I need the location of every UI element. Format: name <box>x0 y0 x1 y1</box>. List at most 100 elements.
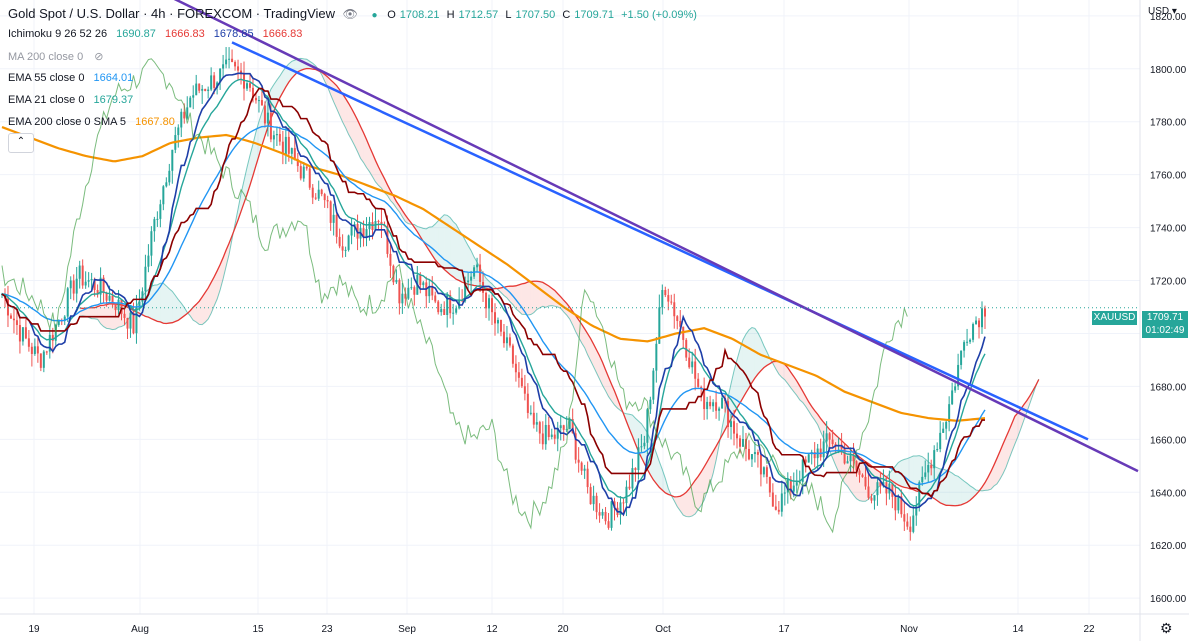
trendlines <box>173 0 1139 473</box>
candle-body <box>63 316 66 321</box>
cloud-segment <box>698 471 702 510</box>
candle-body <box>189 97 192 108</box>
symbol-title[interactable]: Gold Spot / U.S. Dollar · 4h · FOREXCOM … <box>8 6 336 21</box>
legend-ma200[interactable]: MA 200 close 0 ⊘ <box>8 51 104 63</box>
candle-body <box>332 214 335 223</box>
price-axis-labels: 1820.00 1800.00 1780.00 1760.00 1740.00 1720.… <box>1150 12 1187 605</box>
candle-body <box>936 449 939 451</box>
candle-body <box>496 319 499 324</box>
legend-ema21[interactable]: EMA 21 close 0 1679.37 <box>8 94 134 106</box>
cloud-segment <box>178 299 182 321</box>
cloud-segment <box>396 201 400 212</box>
cloud-segment <box>695 476 699 514</box>
candle-body <box>981 308 984 328</box>
candle-body <box>275 134 278 136</box>
candle-body <box>505 337 508 344</box>
time-tick-label: Oct <box>655 624 671 635</box>
ema-200-line <box>1 126 986 422</box>
price-tick-label: 1600.00 <box>1150 594 1187 605</box>
candle-body <box>120 299 123 314</box>
candle-body <box>464 282 467 302</box>
cloud-segment <box>363 132 367 168</box>
candle-body <box>326 200 329 202</box>
candle-body <box>317 189 320 199</box>
candle-body <box>969 339 972 342</box>
cloud-segment <box>1005 430 1009 468</box>
cloud-segment <box>327 76 331 95</box>
time-axis-labels: 19 Aug 15 23 Sep 12 20 Oct 17 Nov 14 22 <box>28 624 1095 635</box>
cloud-segment <box>88 307 92 319</box>
candle-body <box>544 424 547 445</box>
candle-body <box>156 218 159 220</box>
cloud-segment <box>952 473 956 506</box>
candle-body <box>108 295 111 301</box>
indicator-lines <box>1 58 986 534</box>
candle-body <box>511 345 514 364</box>
cloud-segment <box>465 240 469 285</box>
candle-body <box>99 277 102 295</box>
cloud-segment <box>160 283 164 324</box>
senkou-span-b <box>79 67 1040 507</box>
candle-body <box>553 434 556 439</box>
candle-body <box>138 301 141 308</box>
candle-body <box>488 298 491 309</box>
candle-body <box>721 397 724 409</box>
cloud-segment <box>599 355 603 386</box>
candle-body <box>231 58 234 63</box>
candle-body <box>368 222 371 230</box>
cloud-segment <box>713 446 717 474</box>
candle-body <box>6 298 9 316</box>
candle-body <box>144 266 147 292</box>
cloud-segment <box>393 195 397 208</box>
cloud-segment <box>662 469 666 493</box>
candle-body <box>311 187 314 198</box>
candle-body <box>966 341 969 343</box>
gear-icon[interactable]: ⚙ <box>1160 620 1173 636</box>
candle-body <box>652 370 655 400</box>
candle-body <box>876 482 879 496</box>
candle-body <box>48 334 51 352</box>
legend-ema55[interactable]: EMA 55 close 0 1664.01 <box>8 72 134 84</box>
chart-header: Gold Spot / U.S. Dollar · 4h · FOREXCOM … <box>8 6 705 21</box>
kijun-sen-line <box>1 87 985 498</box>
candle-body <box>117 299 120 311</box>
candle-body <box>526 393 529 413</box>
candle-body <box>371 222 374 231</box>
candle-body <box>228 58 231 60</box>
legend-ema200[interactable]: EMA 200 close 0 SMA 5 1667.80 <box>8 116 175 128</box>
price-tick-label: 1720.00 <box>1150 277 1187 288</box>
cloud-segment <box>934 466 938 501</box>
candle-body <box>278 134 281 142</box>
candle-body <box>389 253 392 266</box>
cloud-segment <box>435 220 439 264</box>
candle-body <box>661 290 664 308</box>
collapse-legend-button[interactable]: ⌃ <box>8 133 34 153</box>
candle-body <box>637 447 640 471</box>
candle-body <box>186 107 189 119</box>
candle-body <box>240 70 243 75</box>
candle-body <box>738 438 741 447</box>
candle-body <box>547 424 550 438</box>
legend-ichimoku[interactable]: Ichimoku 9 26 52 26 1690.87 1666.83 1678… <box>8 28 303 40</box>
candle-body <box>694 361 697 379</box>
candle-body <box>201 88 204 91</box>
eye-off-icon[interactable]: ⊘ <box>94 51 104 63</box>
currency-label[interactable]: USD ▾ <box>1148 6 1177 17</box>
price-tick-label: 1820.00 <box>1150 12 1187 23</box>
candle-body <box>529 412 532 414</box>
cloud-segment <box>399 205 403 217</box>
price-tick-label: 1660.00 <box>1150 435 1187 446</box>
candle-body <box>287 136 290 154</box>
candle-body <box>951 390 954 405</box>
cloud-segment <box>626 413 630 430</box>
time-tick-label: 22 <box>1083 624 1095 635</box>
cloud-segment <box>432 224 436 260</box>
cloud-segment <box>527 281 531 316</box>
cloud-segment <box>220 257 224 290</box>
candle-body <box>523 386 526 394</box>
trendline-purple <box>173 0 1139 473</box>
candle-body <box>39 353 42 368</box>
eye-icon[interactable]: 👁 <box>342 7 358 21</box>
candle-body <box>622 502 625 504</box>
